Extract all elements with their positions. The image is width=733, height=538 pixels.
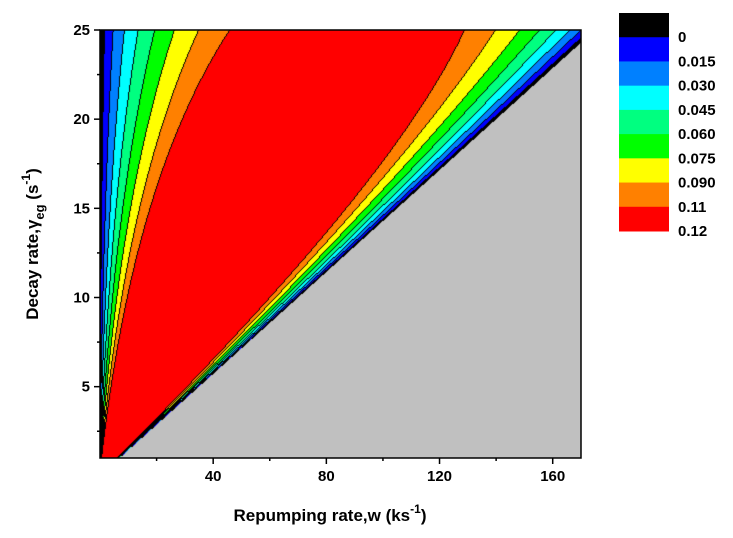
y-tick-label: 20 [73, 111, 90, 128]
legend-swatch [619, 134, 669, 159]
y-tick-label: 5 [82, 379, 90, 396]
y-tick-label: 25 [73, 22, 90, 39]
legend-swatch [619, 13, 669, 38]
x-tick-label: 40 [205, 468, 222, 485]
legend-label: 0.045 [678, 102, 716, 119]
x-tick-label: 80 [318, 468, 335, 485]
plot-frame [99, 29, 582, 459]
legend-label: 0.12 [678, 223, 707, 240]
x-axis-title: Repumping rate,w (ks-1) [234, 502, 427, 525]
legend-swatch [619, 85, 669, 111]
y-tick-label: 10 [73, 290, 90, 307]
x-axis: 40 80 120 160 [155, 458, 565, 485]
legend-swatch [619, 182, 669, 208]
legend-label: 0.030 [678, 78, 716, 95]
legend-swatch [619, 109, 669, 135]
legend-label: 0 [678, 29, 686, 46]
y-axis: 5 10 15 20 25 [73, 22, 100, 432]
legend-swatch [619, 37, 669, 62]
contour-field [100, 30, 581, 458]
legend-label: 0.090 [678, 175, 716, 192]
legend-label: 0.075 [678, 150, 716, 167]
x-tick-label: 160 [540, 468, 565, 485]
color-legend: 0 0.015 0.030 0.045 0.060 0.075 0.090 0.11 0.12 [619, 13, 716, 240]
y-tick-label: 15 [73, 200, 90, 217]
legend-swatch [619, 61, 669, 87]
x-tick-label: 120 [427, 468, 452, 485]
y-axis-title: Decay rate,γeg (s-1) [19, 168, 47, 320]
legend-swatch [619, 158, 669, 184]
legend-label: 0.060 [678, 126, 716, 143]
legend-label: 0.11 [678, 199, 706, 216]
legend-swatch [619, 206, 669, 232]
legend-label: 0.015 [678, 53, 716, 70]
